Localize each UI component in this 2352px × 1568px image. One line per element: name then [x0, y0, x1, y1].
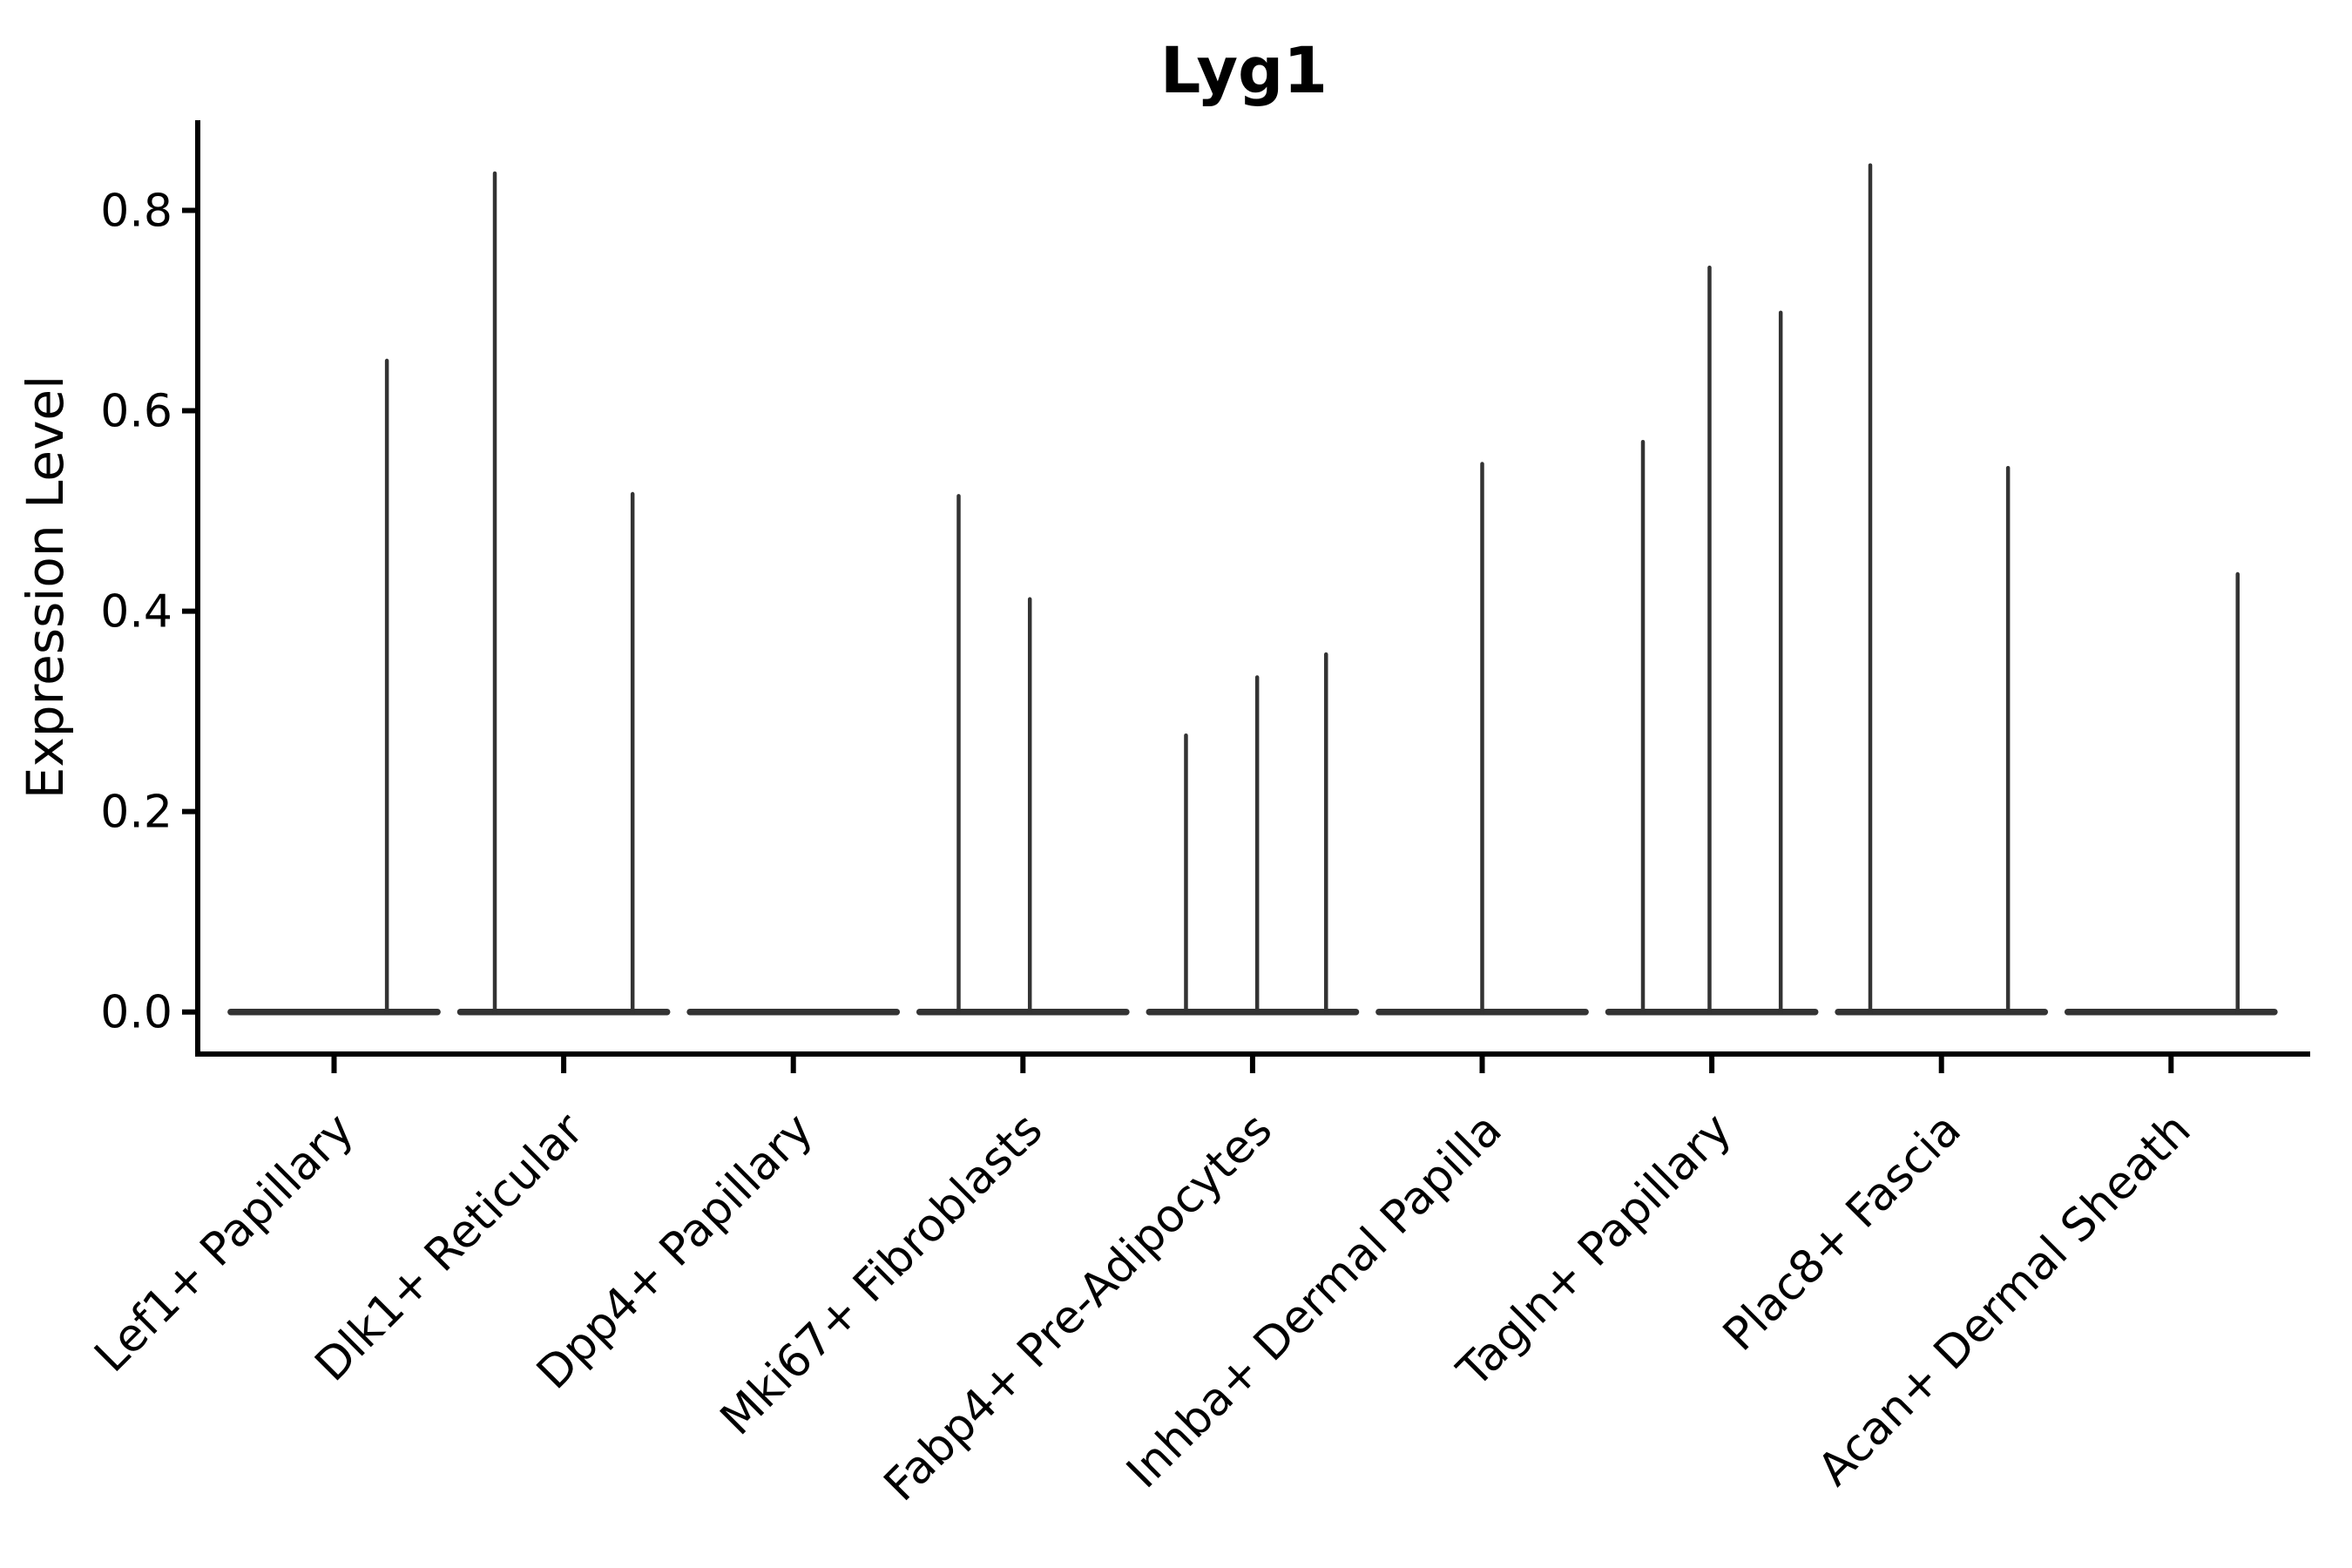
chart-title: Lyg1 — [1160, 34, 1328, 108]
y-tick-label: 0.6 — [100, 386, 172, 438]
x-tick-label: Plac8+ Fascia — [1713, 1104, 1971, 1362]
violins — [227, 163, 2278, 1016]
y-axis-label: Expression Level — [16, 375, 75, 799]
axes — [195, 120, 2310, 1057]
y-tick-label: 0.8 — [100, 186, 172, 238]
y-tick-label: 0.4 — [100, 586, 172, 639]
y-tick-label: 0.0 — [100, 987, 172, 1039]
x-tick-label: Inhba+ Dermal Papilla — [1117, 1104, 1511, 1498]
y-tick-label: 0.2 — [100, 787, 172, 839]
y-axis-ticks: 0.0 0.2 0.4 0.6 0.8 — [100, 186, 198, 1039]
x-tick-label: Fabp4+ Pre-Adipocytes — [875, 1104, 1282, 1511]
x-tick-label: Acan+ Dermal Sheath — [1808, 1104, 2201, 1497]
